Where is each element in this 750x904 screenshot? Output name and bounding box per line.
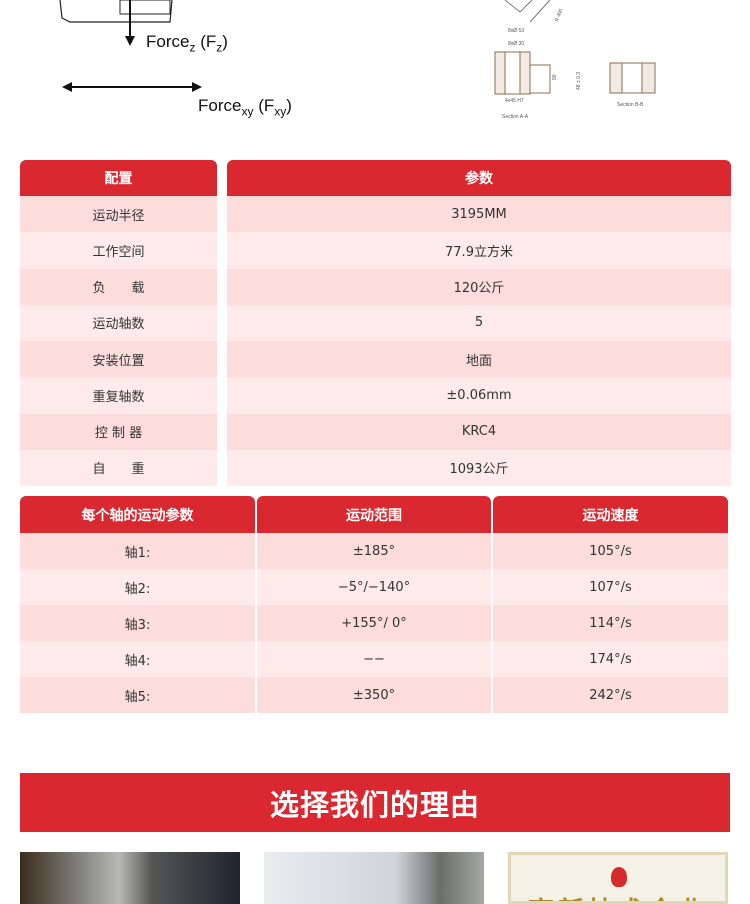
config-value: 5 [227,304,731,341]
certificate-text: 高新技术企业 [511,891,725,901]
config-label: 工作空间 [20,232,217,269]
config-value: 77.9立方米 [227,232,731,269]
config-label: 运动轴数 [20,304,217,341]
axis-speed: 114°/s [493,605,728,641]
force-xy-label: Forcexy (Fxy) [198,96,292,119]
axis-range: −− [257,641,491,677]
header-config: 配置 [20,160,217,196]
config-label: 负 载 [20,268,217,305]
emblem-icon [611,867,627,887]
svg-text:8xØ 53: 8xØ 53 [508,28,524,34]
config-label: 运动半径 [20,196,217,233]
section-banner: 选择我们的理由 [20,773,730,832]
axis-range: −5°/−140° [257,569,491,605]
section-drawing: R 400 8xØ 53 8xØ 30 90 48 ± 0.3 4x45 H7 … [494,0,656,120]
header-params: 参数 [227,160,731,196]
photo-machinery [20,852,240,904]
config-label: 控 制 器 [20,413,217,450]
axis-name: 轴5: [20,677,255,713]
header-range: 运动范围 [257,496,491,533]
axis-speed: 242°/s [493,677,728,713]
config-label: 自 重 [20,449,217,486]
svg-text:4x45 H7: 4x45 H7 [505,98,524,104]
axis-name: 轴4: [20,641,255,677]
robot-base-drawing [59,0,173,46]
svg-text:8xØ 30: 8xØ 30 [508,41,524,47]
config-value: KRC4 [227,413,731,450]
axis-range: +155°/ 0° [257,605,491,641]
axis-speed: 105°/s [493,533,728,569]
axis-name: 轴3: [20,605,255,641]
config-value: ±0.06mm [227,377,731,414]
force-z-label: Forcez (Fz) [146,32,228,55]
config-value: 1093公斤 [227,449,731,486]
radius-label: R 400 [554,8,564,23]
depth-label: 90 [552,74,558,80]
photo-certificate: 高新技术企业 [508,852,728,904]
config-value: 3195MM [227,196,731,233]
svg-text:Section B-B: Section B-B [617,102,644,108]
header-speed: 运动速度 [493,496,728,533]
axis-range: ±350° [257,677,491,713]
config-value: 地面 [227,341,731,378]
axis-speed: 107°/s [493,569,728,605]
axis-name: 轴2: [20,569,255,605]
config-value: 120公斤 [227,268,731,305]
photo-workshop [264,852,484,904]
header-axis-params: 每个轴的运动参数 [20,496,255,533]
height-tolerance-label: 48 ± 0.3 [576,72,582,90]
double-arrow-icon [62,82,202,92]
config-label: 安装位置 [20,341,217,378]
axis-name: 轴1: [20,533,255,569]
svg-text:Section A-A: Section A-A [502,114,529,120]
config-label: 重复轴数 [20,377,217,414]
axis-speed: 174°/s [493,641,728,677]
axis-range: ±185° [257,533,491,569]
